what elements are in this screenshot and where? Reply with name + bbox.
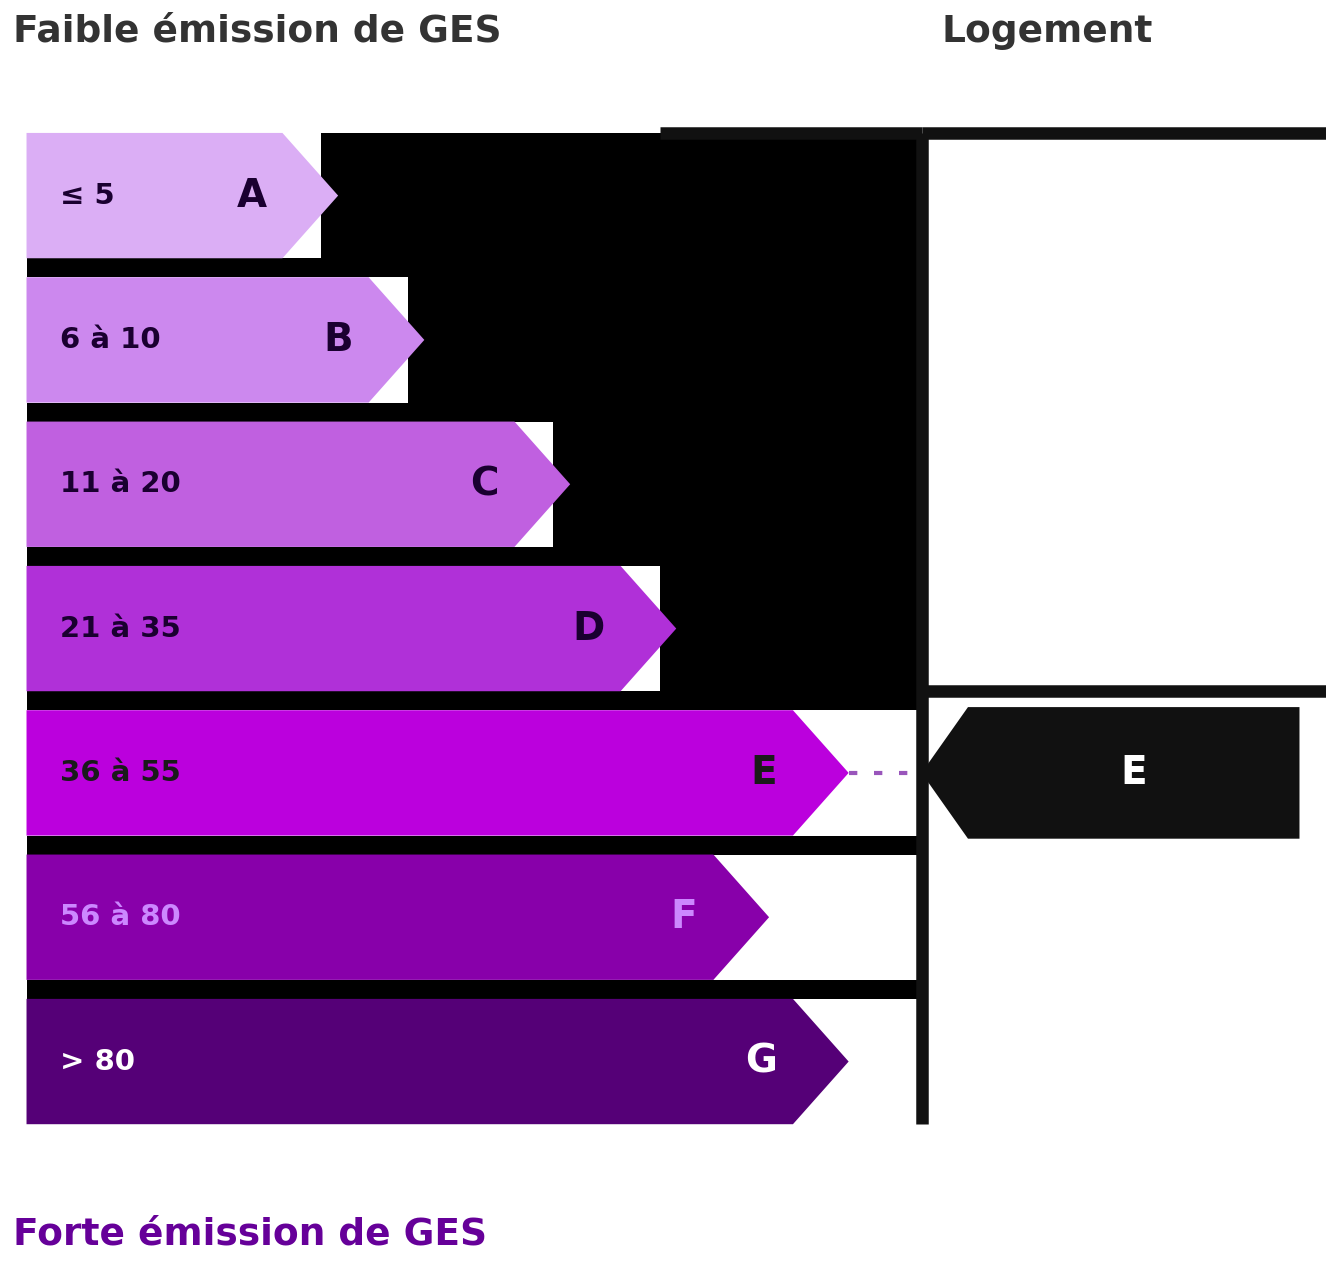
Text: D: D <box>573 609 605 648</box>
Polygon shape <box>27 133 338 258</box>
Polygon shape <box>27 277 424 403</box>
Polygon shape <box>27 999 849 1124</box>
Bar <box>407 277 922 403</box>
Bar <box>27 547 922 566</box>
Text: B: B <box>324 320 353 360</box>
Text: G: G <box>745 1042 777 1081</box>
Bar <box>27 980 922 999</box>
Polygon shape <box>27 855 769 980</box>
Polygon shape <box>27 422 570 547</box>
Text: ≤ 5: ≤ 5 <box>60 181 114 210</box>
Text: > 80: > 80 <box>60 1047 135 1076</box>
Text: 56 à 80: 56 à 80 <box>60 903 180 932</box>
Text: 11 à 20: 11 à 20 <box>60 470 180 499</box>
Bar <box>321 133 922 258</box>
Text: 6 à 10: 6 à 10 <box>60 325 160 354</box>
Text: E: E <box>751 753 777 793</box>
Text: Forte émission de GES: Forte émission de GES <box>13 1217 488 1252</box>
Text: 36 à 55: 36 à 55 <box>60 758 180 787</box>
Text: Logement: Logement <box>941 14 1152 49</box>
Polygon shape <box>922 708 1299 838</box>
Text: E: E <box>1120 753 1147 793</box>
Bar <box>27 403 922 422</box>
Bar <box>27 258 922 277</box>
Bar <box>553 422 922 547</box>
Text: C: C <box>471 465 499 504</box>
Bar <box>659 566 922 691</box>
Bar <box>27 836 922 855</box>
Text: Faible émission de GES: Faible émission de GES <box>13 14 501 49</box>
Text: F: F <box>671 898 697 937</box>
Text: A: A <box>236 176 267 215</box>
Polygon shape <box>27 710 849 836</box>
Bar <box>27 691 922 710</box>
Polygon shape <box>27 566 676 691</box>
Text: 21 à 35: 21 à 35 <box>60 614 180 643</box>
